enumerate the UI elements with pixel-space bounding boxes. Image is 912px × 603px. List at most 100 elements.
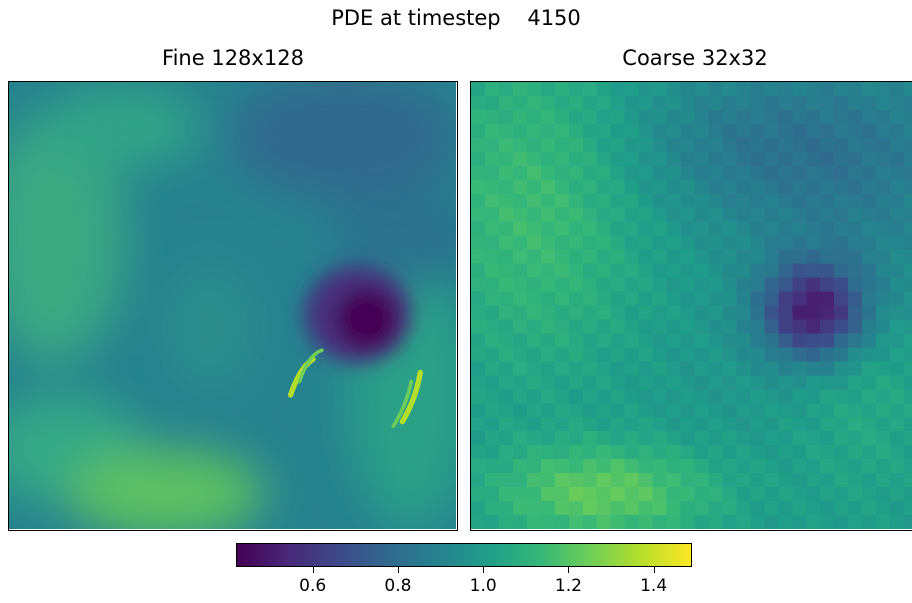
heatmap-cell	[680, 179, 695, 195]
heatmap-cell	[638, 137, 653, 153]
heatmap-cell	[680, 445, 695, 460]
heatmap-cell	[736, 291, 751, 306]
heatmap-cell	[680, 193, 695, 208]
heatmap-cell	[750, 95, 765, 111]
heatmap-cell	[820, 123, 835, 139]
heatmap-cell	[904, 179, 912, 195]
heatmap-cell	[582, 487, 597, 502]
heatmap-cell	[498, 347, 514, 362]
heatmap-cell	[736, 82, 751, 97]
heatmap-cell	[876, 249, 891, 264]
heatmap-cell	[806, 333, 821, 348]
heatmap-cell	[471, 95, 486, 111]
heatmap-cell	[568, 291, 584, 306]
heatmap-cell	[484, 123, 500, 139]
heatmap-cell	[652, 389, 667, 404]
heatmap-cell	[904, 375, 912, 390]
heatmap-cell	[498, 375, 514, 390]
heatmap-cell	[820, 431, 835, 446]
heatmap-cell	[848, 291, 863, 306]
heatmap-cell	[610, 82, 625, 97]
heatmap-cell	[820, 501, 835, 516]
heatmap-cell	[638, 445, 653, 460]
heatmap-cell	[736, 263, 751, 278]
heatmap-cell	[610, 305, 625, 320]
heatmap-cell	[876, 319, 891, 334]
heatmap-cell	[610, 137, 625, 153]
heatmap-cell	[820, 319, 835, 334]
heatmap-cell	[680, 361, 695, 376]
heatmap-cell	[540, 431, 556, 446]
heatmap-cell	[471, 207, 486, 222]
heatmap-cell	[512, 333, 528, 348]
heatmap-cell	[484, 291, 500, 306]
heatmap-cell	[596, 445, 611, 460]
heatmap-cell	[582, 375, 597, 390]
heatmap-cell	[512, 417, 528, 432]
heatmap-cell	[848, 431, 863, 446]
heatmap-cell	[498, 249, 514, 264]
heatmap-cell	[638, 501, 653, 516]
heatmap-cell	[806, 95, 821, 111]
heatmap-cell	[876, 109, 891, 125]
heatmap-cell	[736, 165, 751, 181]
heatmap-cell	[736, 417, 751, 432]
heatmap-cell	[890, 137, 905, 153]
heatmap-cell	[498, 389, 514, 404]
heatmap-cell	[554, 179, 570, 195]
heatmap-cell	[820, 389, 835, 404]
heatmap-cell	[722, 165, 737, 181]
heatmap-cell	[834, 347, 849, 362]
heatmap-cell	[680, 319, 695, 334]
heatmap-cell	[540, 179, 556, 195]
heatmap-cell	[624, 277, 639, 292]
heatmap-cell	[876, 375, 891, 390]
heatmap-cell	[652, 501, 667, 516]
heatmap-cell	[694, 375, 709, 390]
heatmap-cell	[596, 95, 611, 111]
heatmap-cell	[764, 151, 779, 167]
heatmap-cell	[694, 515, 709, 529]
heatmap-cell	[498, 82, 514, 97]
heatmap-cell	[848, 445, 863, 460]
heatmap-cell	[792, 249, 807, 264]
heatmap-cell	[806, 431, 821, 446]
heatmap-cell	[708, 389, 723, 404]
heatmap-cell	[666, 235, 681, 250]
heatmap-cell	[876, 417, 891, 432]
heatmap-cell	[582, 445, 597, 460]
heatmap-cell	[568, 319, 584, 334]
heatmap-cell	[722, 179, 737, 195]
heatmap-cell	[484, 263, 500, 278]
heatmap-cell	[582, 333, 597, 348]
heatmap-cell	[484, 501, 500, 516]
heatmap-cell	[736, 473, 751, 488]
heatmap-cell	[820, 347, 835, 362]
heatmap-cell	[708, 291, 723, 306]
heatmap-cell	[471, 487, 486, 502]
heatmap-cell	[484, 277, 500, 292]
heatmap-cell	[848, 165, 863, 181]
heatmap-cell	[498, 95, 514, 111]
heatmap-cell	[764, 473, 779, 488]
heatmap-cell	[498, 431, 514, 446]
heatmap-cell	[890, 473, 905, 488]
heatmap-cell	[806, 249, 821, 264]
heatmap-cell	[582, 347, 597, 362]
heatmap-cell	[750, 389, 765, 404]
heatmap-cell	[694, 249, 709, 264]
heatmap-cell	[890, 487, 905, 502]
heatmap-cell	[610, 501, 625, 516]
heatmap-cell	[778, 137, 793, 153]
heatmap-cell	[666, 123, 681, 139]
heatmap-cell	[638, 403, 653, 418]
heatmap-cell	[904, 291, 912, 306]
heatmap-cell	[666, 473, 681, 488]
heatmap-cell	[471, 333, 486, 348]
heatmap-cell	[666, 221, 681, 236]
heatmap-cell	[834, 487, 849, 502]
heatmap-cell	[526, 221, 542, 236]
heatmap-cell	[862, 137, 877, 153]
heatmap-cell	[820, 95, 835, 111]
heatmap-cell	[862, 179, 877, 195]
